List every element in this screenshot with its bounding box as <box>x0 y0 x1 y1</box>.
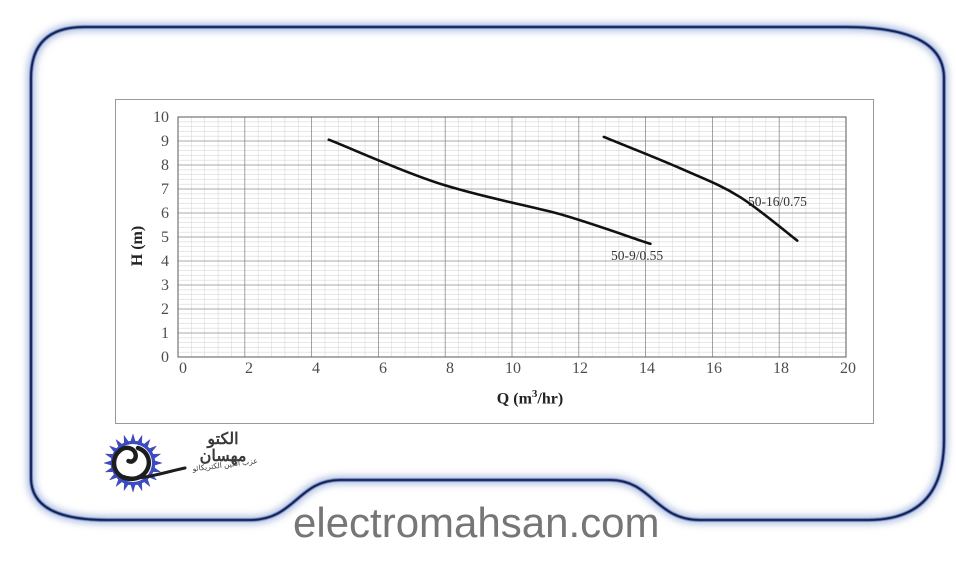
svg-text:50-16/0.75: 50-16/0.75 <box>748 194 807 209</box>
svg-text:50-9/0.55: 50-9/0.55 <box>611 248 663 263</box>
